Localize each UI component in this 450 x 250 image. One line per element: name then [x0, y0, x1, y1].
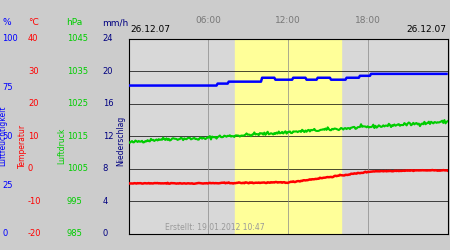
Text: Temperatur: Temperatur	[18, 124, 27, 168]
Text: 26.12.07: 26.12.07	[130, 25, 171, 34]
Bar	[235, 39, 288, 234]
Text: mm/h: mm/h	[103, 18, 129, 27]
Text: 20: 20	[103, 67, 113, 76]
Text: 100: 100	[2, 34, 18, 43]
Text: Erstellt: 19.01.2012 10:47: Erstellt: 19.01.2012 10:47	[165, 224, 264, 232]
Text: Niederschlag: Niederschlag	[116, 116, 125, 166]
Text: 50: 50	[2, 132, 13, 141]
Text: 1045: 1045	[67, 34, 88, 43]
Text: 985: 985	[67, 229, 82, 238]
Text: °C: °C	[28, 18, 39, 27]
Text: 0: 0	[103, 229, 108, 238]
Text: 26.12.07: 26.12.07	[407, 25, 447, 34]
Text: 16: 16	[103, 99, 113, 108]
Text: -20: -20	[28, 229, 41, 238]
Text: Luftdruck: Luftdruck	[58, 128, 67, 164]
Text: Luftfeuchtigkeit: Luftfeuchtigkeit	[0, 106, 8, 166]
Text: 18:00: 18:00	[355, 16, 381, 25]
Text: 40: 40	[28, 34, 38, 43]
Text: 30: 30	[28, 67, 39, 76]
Text: 12:00: 12:00	[275, 16, 301, 25]
Text: 1005: 1005	[67, 164, 88, 173]
Text: 4: 4	[103, 197, 108, 206]
Text: 24: 24	[103, 34, 113, 43]
Text: 1015: 1015	[67, 132, 88, 141]
Text: 1035: 1035	[67, 67, 88, 76]
Text: %: %	[2, 18, 11, 27]
Text: 0: 0	[2, 229, 8, 238]
Text: 20: 20	[28, 99, 38, 108]
Text: 0: 0	[28, 164, 33, 173]
Text: 75: 75	[2, 83, 13, 92]
Text: 12: 12	[103, 132, 113, 141]
Text: 8: 8	[103, 164, 108, 173]
Text: 06:00: 06:00	[195, 16, 221, 25]
Text: hPa: hPa	[67, 18, 83, 27]
Text: -10: -10	[28, 197, 41, 206]
Text: 25: 25	[2, 180, 13, 190]
Text: 10: 10	[28, 132, 38, 141]
Text: 1025: 1025	[67, 99, 88, 108]
Bar	[288, 39, 342, 234]
Text: 995: 995	[67, 197, 82, 206]
